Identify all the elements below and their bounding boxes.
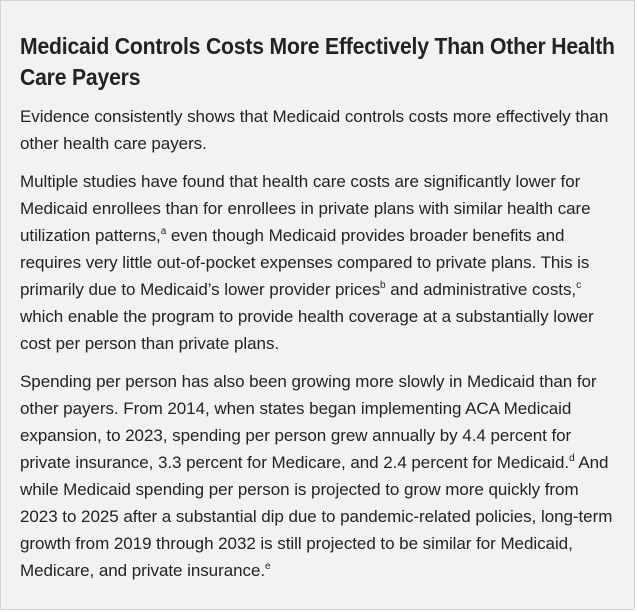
- paragraph-2-text-4: which enable the program to provide heal…: [20, 307, 594, 353]
- footnote-d-marker: d: [569, 453, 575, 464]
- article-content: Medicaid Controls Costs More Effectively…: [20, 31, 620, 584]
- paragraph-1: Evidence consistently shows that Medicai…: [20, 103, 620, 157]
- paragraph-3: Spending per person has also been growin…: [20, 368, 620, 584]
- paragraph-3-text-1: Spending per person has also been growin…: [20, 372, 597, 472]
- paragraph-2-text-2: even though Medicaid provides broader be…: [20, 226, 590, 299]
- paragraph-2: Multiple studies have found that health …: [20, 168, 620, 357]
- paragraph-1-text: Evidence consistently shows that Medicai…: [20, 107, 609, 153]
- footnote-b-marker: b: [380, 280, 386, 291]
- article-title: Medicaid Controls Costs More Effectively…: [20, 33, 615, 90]
- paragraph-3-text-2: And while Medicaid spending per person i…: [20, 453, 613, 580]
- paragraph-2-text-3: and administrative costs,: [385, 280, 577, 299]
- footnote-c-marker: c: [576, 280, 582, 291]
- paragraph-2-text-1: Multiple studies have found that health …: [20, 172, 591, 245]
- footnote-e-marker: e: [265, 561, 271, 572]
- footnote-a-marker: a: [160, 226, 167, 237]
